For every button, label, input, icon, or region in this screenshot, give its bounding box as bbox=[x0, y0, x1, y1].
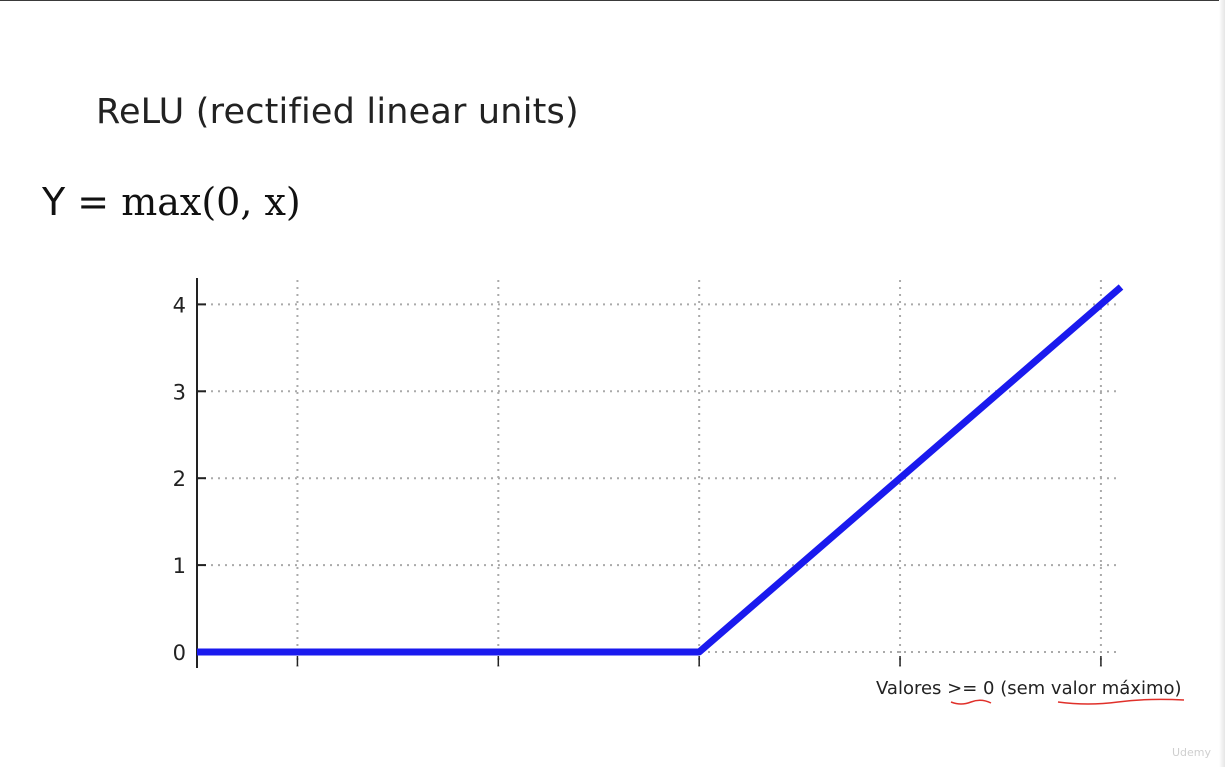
y-tick-label: 3 bbox=[173, 380, 186, 404]
right-edge-shadow bbox=[1219, 0, 1225, 767]
y-tick-label: 1 bbox=[173, 554, 186, 578]
annotation-underline bbox=[950, 699, 992, 705]
top-border bbox=[0, 0, 1225, 1]
slide-title: ReLU (rectified linear units) bbox=[96, 92, 579, 132]
formula-lhs: Y = bbox=[42, 180, 122, 224]
formula-rhs: max(0, x) bbox=[121, 180, 301, 224]
relu-line bbox=[197, 284, 1124, 656]
y-tick-label: 0 bbox=[173, 641, 186, 665]
y-tick-label: 2 bbox=[173, 467, 186, 491]
y-tick-label: 4 bbox=[173, 293, 186, 317]
annotation-text: Valores >= 0 (sem valor máximo) bbox=[876, 678, 1182, 699]
annotation-underline bbox=[1057, 698, 1185, 705]
relu-formula: Y = max(0, x) bbox=[42, 180, 301, 224]
watermark: Udemy bbox=[1171, 746, 1211, 759]
